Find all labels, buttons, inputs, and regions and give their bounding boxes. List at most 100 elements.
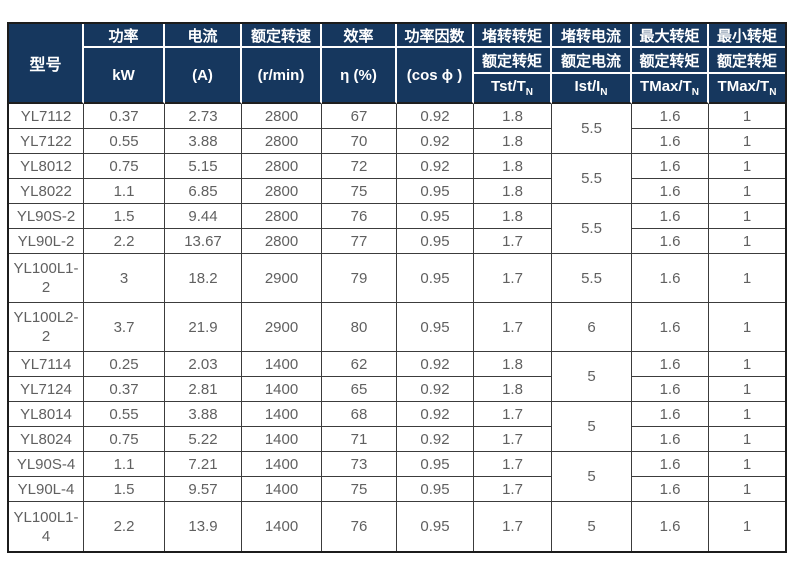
header-locked-current: 堵转电流 [552, 24, 632, 48]
cell-power-factor: 0.92 [397, 154, 474, 179]
cell-efficiency: 80 [322, 303, 397, 352]
cell-tst: 1.7 [474, 452, 552, 477]
cell-tmax: 1.6 [632, 427, 709, 452]
cell-tst: 1.8 [474, 104, 552, 129]
cell-efficiency: 75 [322, 179, 397, 204]
header-min-torque: 最小转矩 [709, 24, 785, 48]
header-current-unit: (A) [165, 48, 242, 104]
cell-tst: 1.8 [474, 154, 552, 179]
cell-power-factor: 0.92 [397, 104, 474, 129]
table-row: YL8012 0.75 5.15 2800 72 0.92 1.8 5.5 1.… [9, 154, 785, 204]
header-tmax-symbol: TMax/TN [632, 74, 709, 104]
cell-tmin: 1 [709, 452, 785, 477]
cell-current: 2.73 [165, 104, 242, 129]
header-power-unit: kW [84, 48, 165, 104]
cell-speed: 1400 [242, 377, 322, 402]
cell-efficiency: 65 [322, 377, 397, 402]
cell-efficiency: 73 [322, 452, 397, 477]
cell-tmax: 1.6 [632, 229, 709, 254]
table-row: YL100L1-2 3 18.2 2900 79 0.95 1.7 5.5 1.… [9, 254, 785, 303]
cell-efficiency: 68 [322, 402, 397, 427]
header-power-factor: 功率因数 [397, 24, 474, 48]
header-row-top: 型号 功率 电流 额定转速 效率 功率因数 堵转转矩 堵转电流 最大转矩 最小转… [9, 24, 785, 104]
cell-efficiency: 76 [322, 502, 397, 551]
cell-speed: 1400 [242, 402, 322, 427]
cell-ist: 6 [552, 303, 632, 352]
cell-ist: 5.5 [552, 254, 632, 303]
header-current: 电流 [165, 24, 242, 48]
cell-speed: 2900 [242, 303, 322, 352]
cell-tmin: 1 [709, 179, 785, 204]
header-tst-symbol: Tst/TN [474, 74, 552, 104]
cell-speed: 2800 [242, 204, 322, 229]
cell-speed: 1400 [242, 352, 322, 377]
subscript-n: N [691, 87, 699, 98]
cell-power-factor: 0.92 [397, 352, 474, 377]
cell-speed: 2800 [242, 129, 322, 154]
cell-power-factor: 0.92 [397, 377, 474, 402]
cell-efficiency: 77 [322, 229, 397, 254]
header-efficiency-unit: η (%) [322, 48, 397, 104]
cell-model: YL7114 [9, 352, 84, 377]
cell-power-factor: 0.95 [397, 204, 474, 229]
cell-power-factor: 0.95 [397, 303, 474, 352]
table-row: YL8022 1.1 6.85 2800 75 0.95 1.8 1.6 1 [9, 179, 785, 204]
cell-tmin: 1 [709, 303, 785, 352]
cell-tst: 1.7 [474, 427, 552, 452]
cell-model: YL90S-2 [9, 204, 84, 229]
cell-tmin: 1 [709, 402, 785, 427]
header-power-factor-unit: (cos ϕ ) [397, 48, 474, 104]
cell-speed: 2800 [242, 154, 322, 179]
cell-power-factor: 0.95 [397, 452, 474, 477]
cell-tmin: 1 [709, 427, 785, 452]
cell-tst: 1.7 [474, 303, 552, 352]
table-row: YL100L2-2 3.7 21.9 2900 80 0.95 1.7 6 1.… [9, 303, 785, 352]
cell-power: 0.55 [84, 129, 165, 154]
cell-model: YL7124 [9, 377, 84, 402]
cell-model: YL7112 [9, 104, 84, 129]
cell-power: 2.2 [84, 502, 165, 551]
cell-current: 13.9 [165, 502, 242, 551]
subscript-n: N [769, 87, 777, 98]
cell-tmax: 1.6 [632, 352, 709, 377]
table-header: 型号 功率 电流 额定转速 效率 功率因数 堵转转矩 堵转电流 最大转矩 最小转… [9, 24, 785, 104]
header-speed-unit: (r/min) [242, 48, 322, 104]
cell-current: 5.15 [165, 154, 242, 179]
cell-power-factor: 0.95 [397, 179, 474, 204]
cell-tmin: 1 [709, 377, 785, 402]
header-rated-torque-1: 额定转矩 [474, 48, 552, 74]
cell-current: 3.88 [165, 402, 242, 427]
cell-tmax: 1.6 [632, 204, 709, 229]
cell-current: 21.9 [165, 303, 242, 352]
cell-tmin: 1 [709, 129, 785, 154]
cell-current: 2.03 [165, 352, 242, 377]
cell-current: 18.2 [165, 254, 242, 303]
cell-current: 2.81 [165, 377, 242, 402]
motor-spec-table: 型号 功率 电流 额定转速 效率 功率因数 堵转转矩 堵转电流 最大转矩 最小转… [7, 22, 787, 553]
cell-power-factor: 0.92 [397, 402, 474, 427]
table-row: YL90S-4 1.1 7.21 1400 73 0.95 1.7 5 1.6 … [9, 452, 785, 502]
cell-tst: 1.8 [474, 204, 552, 229]
cell-tmax: 1.6 [632, 502, 709, 551]
cell-efficiency: 71 [322, 427, 397, 452]
cell-current: 5.22 [165, 427, 242, 452]
header-row-mid: kW (A) (r/min) η (%) (cos ϕ ) 额定转矩 额定电流 … [9, 48, 785, 104]
cell-tmin: 1 [709, 154, 785, 179]
cell-speed: 2900 [242, 254, 322, 303]
cell-speed: 2800 [242, 229, 322, 254]
cell-power: 0.75 [84, 154, 165, 179]
table-row: YL7124 0.37 2.81 1400 65 0.92 1.8 1.6 1 [9, 377, 785, 402]
header-row-symbol: Tst/TN Ist/IN TMax/TN TMax/TN [9, 74, 785, 104]
cell-ist: 5 [552, 402, 632, 452]
cell-model: YL90L-2 [9, 229, 84, 254]
cell-tmax: 1.6 [632, 477, 709, 502]
cell-efficiency: 72 [322, 154, 397, 179]
cell-tmax: 1.6 [632, 254, 709, 303]
cell-power-factor: 0.95 [397, 254, 474, 303]
cell-power: 3 [84, 254, 165, 303]
cell-power-factor: 0.95 [397, 502, 474, 551]
cell-ist: 5.5 [552, 204, 632, 254]
cell-tmax: 1.6 [632, 402, 709, 427]
cell-speed: 1400 [242, 502, 322, 551]
cell-tmax: 1.6 [632, 179, 709, 204]
